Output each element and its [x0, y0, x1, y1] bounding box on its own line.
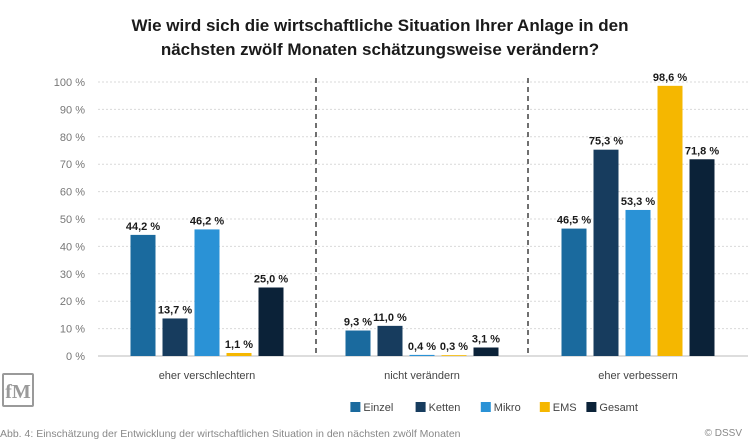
y-tick-label: 40 % [60, 241, 85, 253]
bar [226, 352, 252, 356]
data-label: 71,8 % [685, 145, 719, 157]
fm-logo-icon: fM [5, 381, 31, 403]
y-tick-label: 90 % [60, 104, 85, 116]
data-label: 0,4 % [408, 341, 436, 353]
category-labels: eher verschlechtern nicht verändern eher v… [159, 370, 678, 382]
bar [258, 287, 284, 356]
data-label: 13,7 % [158, 304, 192, 316]
data-label: 9,3 % [344, 317, 372, 329]
data-label: 0,3 % [440, 341, 468, 353]
bar [657, 85, 683, 356]
category-label: eher verschlechtern [159, 370, 256, 382]
data-label: 46,2 % [190, 215, 224, 227]
y-tick-label: 70 % [60, 159, 85, 171]
legend-swatch [415, 402, 426, 412]
legend-label: EMS [553, 402, 577, 414]
data-label: 3,1 % [472, 334, 500, 346]
legend-label: Ketten [429, 402, 461, 414]
bars [130, 85, 715, 356]
bar [377, 325, 403, 356]
legend-label: Mikro [494, 402, 521, 414]
chart-title-line-2: nächsten zwölf Monaten schätzungsweise v… [160, 40, 600, 59]
data-label: 25,0 % [254, 274, 288, 286]
legend: Einzel Ketten Mikro EMS Gesamt [350, 402, 638, 414]
bar [345, 330, 371, 356]
data-labels: 44,2 % 13,7 % 46,2 % 1,1 % 25,0 % 9,3 % 11,0 %… [126, 72, 719, 353]
y-axis: 0 % 10 % 20 % 30 % 40 % 50 % 60 % 70 % 80 % 90 % 1… [54, 77, 85, 363]
bar [130, 234, 156, 356]
bar [441, 355, 467, 356]
group-separators [315, 78, 529, 356]
legend-swatch [586, 402, 597, 412]
copyright-notice: © DSSV [704, 428, 742, 439]
category-label: nicht verändern [384, 370, 460, 382]
bar [593, 149, 619, 356]
bar [162, 318, 188, 356]
legend-swatch [350, 402, 361, 412]
legend-swatch [539, 402, 550, 412]
bar [689, 159, 715, 356]
legend-label: Gesamt [599, 402, 638, 414]
bar [194, 229, 220, 356]
legend-swatch [480, 402, 491, 412]
legend-label: Einzel [363, 402, 393, 414]
bar [561, 228, 587, 356]
bar [625, 209, 651, 356]
y-tick-label: 50 % [60, 214, 85, 226]
chart-title: Wie wird sich die wirtschaftliche Situat… [60, 14, 700, 62]
y-tick-label: 100 % [54, 77, 85, 89]
data-label: 75,3 % [589, 136, 623, 148]
y-tick-label: 60 % [60, 187, 85, 199]
chart-title-line-1: Wie wird sich die wirtschaftliche Situat… [131, 16, 629, 35]
y-tick-label: 20 % [60, 296, 85, 308]
y-tick-label: 80 % [60, 132, 85, 144]
data-label: 46,5 % [557, 215, 591, 227]
data-label: 44,2 % [126, 221, 160, 233]
fm-logo: fM [2, 373, 34, 407]
y-tick-label: 0 % [66, 351, 85, 363]
y-tick-label: 10 % [60, 324, 85, 336]
bar [473, 347, 499, 356]
bar [409, 354, 435, 356]
figure-caption: Abb. 4: Einschätzung der Entwicklung der… [0, 428, 461, 440]
category-label: eher verbessern [598, 370, 678, 382]
data-label: 11,0 % [373, 312, 407, 324]
data-label: 53,3 % [621, 196, 655, 208]
y-tick-label: 30 % [60, 269, 85, 281]
data-label: 1,1 % [225, 339, 253, 351]
data-label: 98,6 % [653, 72, 687, 84]
svg-text:fM: fM [5, 381, 31, 403]
